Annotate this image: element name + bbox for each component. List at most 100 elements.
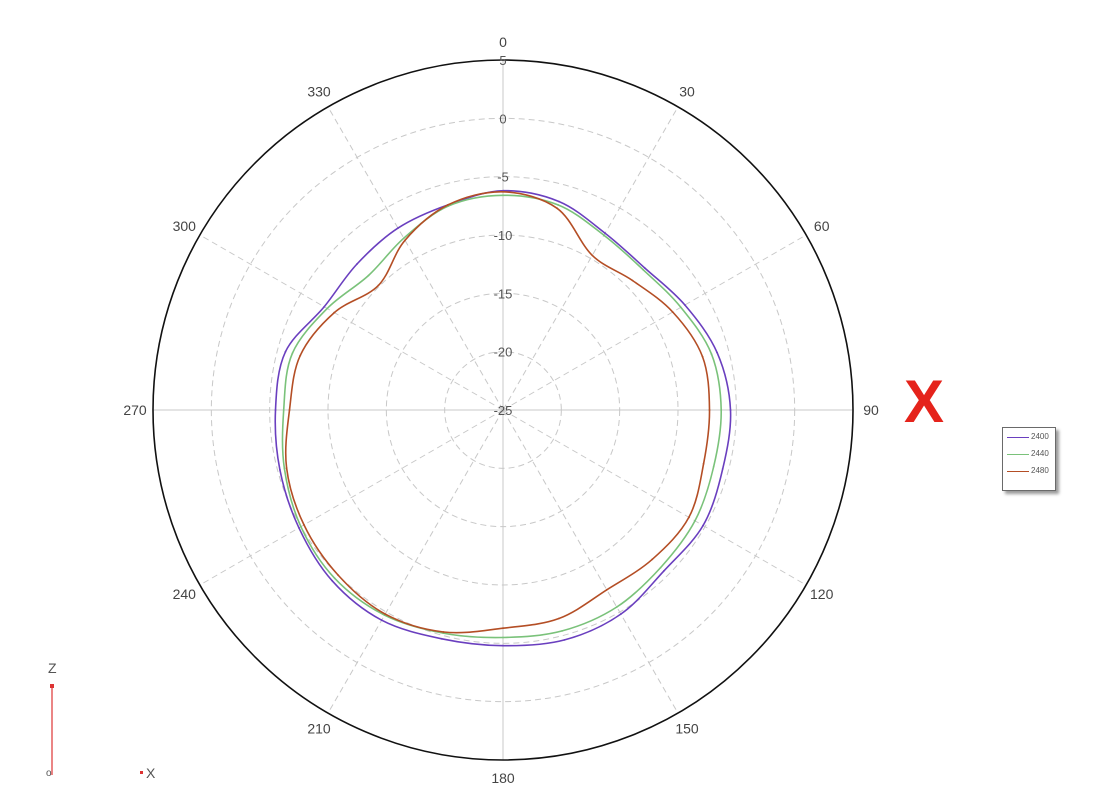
- data-point-2480: [285, 467, 288, 469]
- data-point-2480: [701, 355, 704, 358]
- data-point-2480: [702, 462, 705, 465]
- data-point-2400: [397, 227, 399, 230]
- data-point-2480: [688, 516, 690, 519]
- data-point-2440: [402, 237, 405, 240]
- data-point-2400: [558, 200, 560, 203]
- data-point-2440: [603, 234, 605, 237]
- grid-spoke: [502, 409, 807, 586]
- data-point-2480: [502, 627, 504, 630]
- data-point-2440: [283, 467, 286, 470]
- data-point-2440: [679, 306, 682, 309]
- data-point-2480: [591, 254, 594, 257]
- data-point-2400: [274, 409, 277, 411]
- data-point-2480: [404, 239, 406, 242]
- x-annotation-mark: X: [904, 368, 945, 435]
- data-point-2440: [659, 566, 662, 569]
- data-point-2480: [288, 409, 291, 411]
- data-point-2480: [377, 284, 380, 287]
- data-point-2480: [556, 207, 558, 210]
- radial-tick-5: 5: [499, 53, 506, 68]
- data-point-2400: [663, 570, 665, 572]
- legend-label: 2400: [1031, 432, 1049, 441]
- angle-tick-240: 240: [173, 586, 197, 602]
- z-axis-label: Z: [48, 660, 57, 676]
- data-point-2400: [380, 619, 383, 622]
- grid-spoke: [199, 409, 504, 586]
- legend-label: 2440: [1031, 449, 1049, 458]
- grid-spoke: [502, 106, 679, 411]
- data-point-2400: [563, 639, 566, 641]
- data-point-2440: [326, 307, 329, 310]
- data-point-2480: [671, 311, 674, 313]
- data-point-2400: [721, 468, 724, 470]
- data-point-2480: [605, 588, 608, 591]
- data-point-2440: [282, 409, 285, 411]
- data-point-2480: [303, 524, 305, 526]
- data-point-2400: [298, 526, 300, 529]
- angle-tick-60: 60: [814, 218, 830, 234]
- axis-indicator: [50, 684, 143, 775]
- data-point-2400: [729, 409, 732, 411]
- data-point-2480: [651, 558, 654, 561]
- data-point-2480: [299, 354, 302, 357]
- series-layer: [274, 189, 732, 647]
- data-point-2440: [561, 630, 564, 632]
- data-point-2440: [710, 353, 713, 355]
- data-point-2480: [384, 613, 387, 615]
- angle-tick-180: 180: [491, 770, 515, 786]
- grid-spoke: [327, 409, 504, 714]
- angle-tick-210: 210: [307, 721, 331, 737]
- legend-item: 2480: [1003, 464, 1055, 479]
- data-point-2480: [333, 311, 336, 314]
- angle-tick-90: 90: [863, 402, 879, 418]
- radial-tick--15: -15: [494, 286, 513, 301]
- data-point-2400: [356, 263, 358, 265]
- angle-tick-0: 0: [499, 34, 507, 50]
- radial-tick--20: -20: [494, 345, 513, 360]
- data-point-2480: [631, 279, 634, 282]
- grid-spoke: [502, 409, 679, 714]
- data-point-2440: [720, 409, 723, 411]
- grid-spoke: [502, 234, 807, 411]
- data-point-2440: [694, 519, 696, 522]
- x-axis-label: X: [146, 765, 156, 781]
- polar-grid: [152, 59, 854, 761]
- data-point-2400: [502, 644, 504, 647]
- data-point-2440: [300, 525, 302, 528]
- data-point-2400: [684, 304, 686, 306]
- angle-tick-330: 330: [307, 83, 331, 99]
- origin-label: o: [46, 768, 52, 779]
- angle-tick-30: 30: [679, 83, 695, 99]
- data-point-2440: [615, 606, 618, 608]
- data-point-2440: [502, 636, 504, 639]
- legend-swatch: [1007, 454, 1029, 455]
- data-point-2400: [716, 351, 718, 354]
- data-point-2440: [333, 577, 336, 580]
- data-point-2440: [502, 194, 504, 197]
- data-point-2400: [284, 350, 287, 353]
- data-point-2440: [557, 204, 559, 206]
- data-point-2440: [642, 268, 645, 271]
- grid-spoke: [327, 106, 504, 411]
- data-point-2400: [440, 637, 443, 640]
- data-point-2480: [502, 190, 504, 193]
- angle-tick-150: 150: [675, 721, 699, 737]
- tick-labels: 0 30 60 90 120 150 180 210 240 270 300 330 5 0 -5 -10 -1…: [123, 34, 879, 786]
- data-point-2400: [702, 524, 704, 527]
- legend-swatch: [1007, 471, 1029, 472]
- radial-tick-0: 0: [499, 111, 506, 126]
- data-point-2480: [337, 574, 339, 576]
- legend-label: 2480: [1031, 466, 1049, 475]
- data-point-2400: [279, 468, 281, 471]
- data-point-2400: [619, 613, 622, 615]
- data-point-2480: [708, 409, 711, 411]
- data-point-2440: [367, 274, 370, 277]
- data-point-2400: [323, 305, 326, 308]
- z-axis-tip: [50, 684, 54, 688]
- legend-swatch: [1007, 437, 1029, 438]
- data-point-2480: [447, 204, 449, 206]
- data-point-2400: [604, 232, 606, 235]
- x-axis-dot: [140, 771, 143, 774]
- legend-item: 2440: [1003, 447, 1055, 462]
